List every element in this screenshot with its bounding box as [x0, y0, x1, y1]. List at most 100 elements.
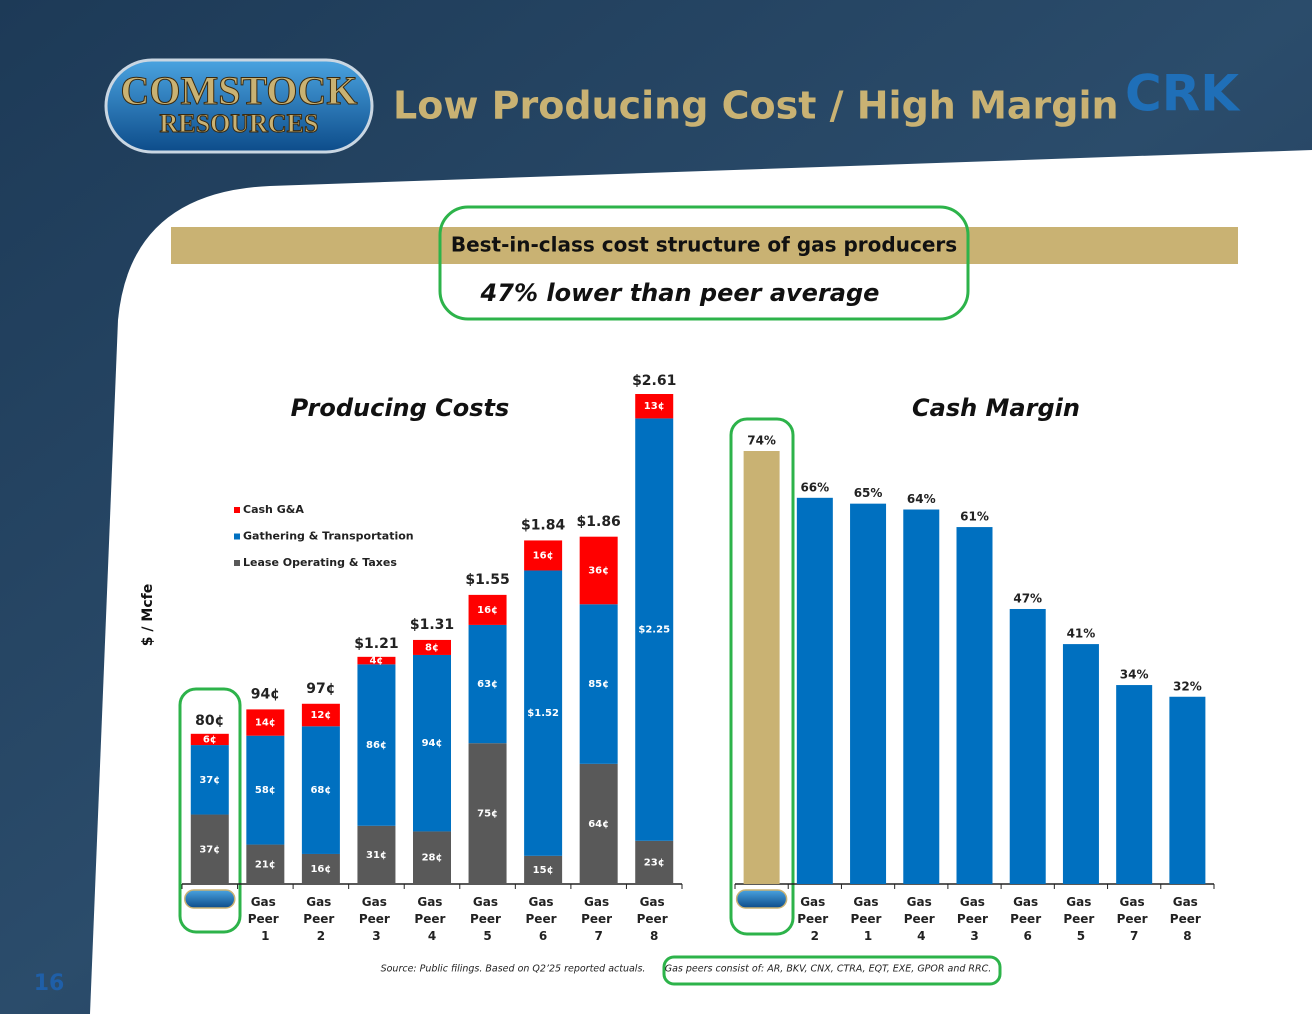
bar-segment [579, 763, 618, 884]
bar-segment [468, 743, 507, 884]
x-tick-label: Gas Peer 2 [797, 895, 832, 943]
x-tick-label: Gas Peer 3 [957, 895, 992, 943]
banner [171, 227, 1238, 264]
bar [1009, 608, 1046, 884]
bar-segment [524, 855, 563, 884]
total-label: 94¢ [251, 687, 280, 703]
value-label: 74% [747, 434, 776, 448]
x-tick-label: Gas Peer 4 [414, 895, 449, 943]
bar [903, 509, 940, 884]
slide-title: Low Producing Cost / High Margin [393, 84, 1119, 128]
bar-segment [635, 418, 674, 841]
logo: COMSTOCK RESOURCES [104, 58, 374, 154]
bar-segment [635, 394, 674, 419]
legend-swatch [234, 533, 240, 540]
bar [956, 527, 993, 884]
segment-label: 36¢ [588, 565, 609, 576]
segment-label: 63¢ [477, 679, 498, 690]
bar-segment [246, 735, 285, 845]
value-label: 34% [1120, 668, 1149, 682]
total-label: $1.31 [410, 617, 454, 633]
x-tick-label: Gas Peer 8 [637, 895, 672, 943]
segment-label: 23¢ [644, 857, 665, 868]
footnote: Source: Public filings. Based on Q2’25 r… [381, 964, 646, 975]
legend-swatch [234, 560, 240, 566]
total-label: $2.61 [632, 373, 676, 389]
x-tick-label: Gas Peer 7 [1117, 895, 1152, 943]
segment-label: 15¢ [533, 865, 554, 876]
segment-label: 75¢ [477, 809, 498, 820]
y-axis-label: $ / Mcfe [140, 584, 156, 646]
logo-text: COMSTOCK [120, 68, 357, 113]
x-tick-label: Gas Peer 1 [248, 895, 283, 943]
segment-label: 31¢ [366, 850, 387, 861]
segment-label: 4¢ [369, 656, 383, 667]
segment-label: 37¢ [199, 844, 220, 855]
x-tick-label: Gas Peer 8 [1170, 895, 1205, 943]
bar-segment [190, 745, 229, 815]
subtitle: 47% lower than peer average [480, 279, 880, 307]
value-label: 61% [960, 510, 989, 524]
total-label: 97¢ [306, 681, 335, 697]
legend-swatch [234, 507, 240, 513]
legend-label: Cash G&A [243, 503, 304, 516]
ticker: CRK [1125, 65, 1241, 123]
value-label: 47% [1013, 591, 1042, 605]
footnote: Gas peers consist of: AR, BKV, CNX, CTRA… [665, 964, 992, 975]
segment-label: $2.25 [638, 625, 670, 636]
segment-label: 13¢ [644, 401, 665, 412]
highlight [729, 417, 795, 936]
total-label: $1.55 [465, 572, 509, 588]
segment-label: 14¢ [255, 718, 276, 729]
x-tick-label: Gas Peer 2 [303, 895, 338, 943]
segment-label: 94¢ [422, 738, 443, 749]
total-label: 80¢ [195, 713, 224, 729]
bar [1062, 644, 1099, 884]
x-tick-label: Gas Peer 5 [1063, 895, 1098, 943]
category-logo [735, 889, 788, 909]
bar-segment [413, 654, 451, 832]
bar-segment [246, 844, 285, 884]
page-number: 16 [34, 971, 65, 996]
bar-segment [190, 733, 229, 746]
segment-label: $1.52 [527, 708, 559, 719]
bar-segment [301, 703, 340, 727]
x-tick-label: Gas Peer 7 [581, 895, 616, 943]
segment-label: 85¢ [588, 679, 609, 690]
bar-segment [468, 594, 507, 625]
bar [796, 497, 833, 884]
value-label: 32% [1173, 679, 1202, 693]
category-logo [184, 889, 236, 909]
segment-label: 16¢ [310, 864, 331, 875]
bar-segment [357, 656, 396, 665]
bar-segment [524, 570, 563, 856]
segment-label: 68¢ [310, 785, 331, 796]
bar [1116, 685, 1153, 884]
value-label: 41% [1067, 627, 1096, 641]
bar-segment [301, 853, 340, 884]
bar [850, 503, 887, 884]
bar-segment [357, 664, 396, 826]
segment-label: 16¢ [533, 550, 554, 561]
bar-segment [301, 726, 340, 854]
segment-label: 12¢ [310, 710, 331, 721]
segment-label: 64¢ [588, 819, 609, 830]
highlight [662, 955, 1002, 986]
segment-label: 37¢ [199, 775, 220, 786]
legend-label: Lease Operating & Taxes [243, 556, 397, 569]
segment-label: 86¢ [366, 740, 387, 751]
segment-label: 28¢ [422, 853, 443, 864]
bar-segment [635, 840, 674, 884]
value-label: 65% [854, 486, 883, 500]
chart-title: Producing Costs [291, 394, 510, 422]
logo-text: RESOURCES [160, 109, 319, 138]
legend-label: Gathering & Transportation [243, 530, 414, 543]
bar-segment [190, 814, 229, 884]
bar-segment [413, 639, 451, 655]
bar-segment [468, 624, 507, 744]
chart-title: Cash Margin [912, 394, 1080, 422]
segment-label: 21¢ [255, 859, 276, 870]
x-tick-label: Gas Peer 3 [359, 895, 394, 943]
bar-segment [524, 540, 563, 571]
banner-text: Best-in-class cost structure of gas prod… [451, 233, 957, 257]
